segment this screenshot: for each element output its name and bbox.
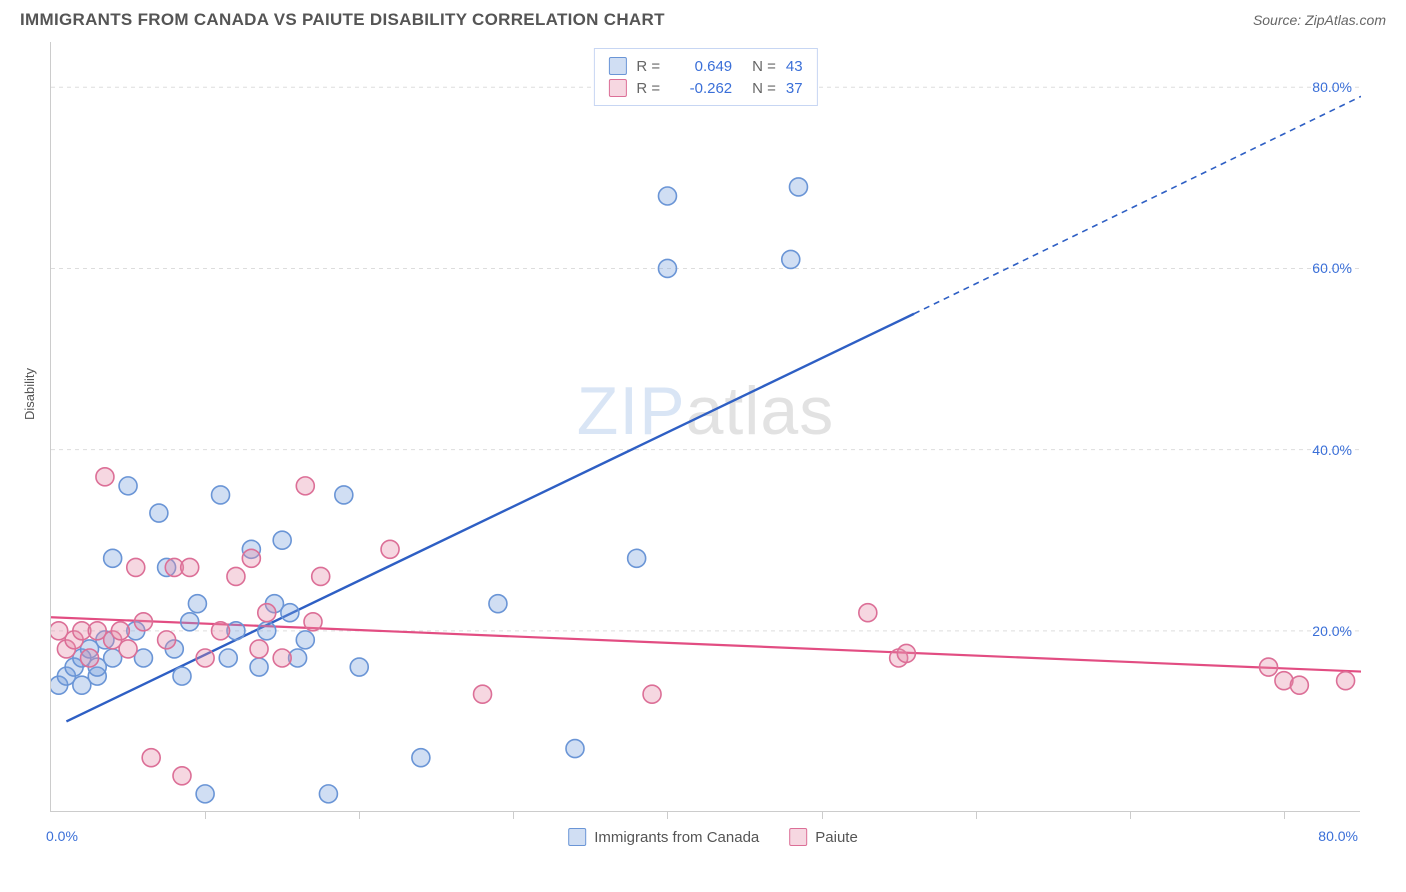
data-point-paiute: [134, 613, 152, 631]
data-point-canada: [566, 740, 584, 758]
data-point-paiute: [1260, 658, 1278, 676]
data-point-paiute: [111, 622, 129, 640]
data-point-canada: [104, 549, 122, 567]
trendline-canada: [66, 314, 914, 722]
source-attribution: Source: ZipAtlas.com: [1253, 12, 1386, 28]
data-point-paiute: [1290, 676, 1308, 694]
data-point-canada: [250, 658, 268, 676]
data-point-canada: [335, 486, 353, 504]
data-point-paiute: [897, 644, 915, 662]
data-point-paiute: [643, 685, 661, 703]
data-point-paiute: [173, 767, 191, 785]
legend-swatch-canada-bottom: [568, 828, 586, 846]
data-point-paiute: [96, 468, 114, 486]
data-point-paiute: [273, 649, 291, 667]
data-point-canada: [119, 477, 137, 495]
y-tick-label: 20.0%: [1312, 623, 1352, 639]
data-point-paiute: [212, 622, 230, 640]
data-point-canada: [219, 649, 237, 667]
scatter-svg: [51, 42, 1361, 812]
x-tick: [359, 811, 360, 819]
data-point-canada: [658, 259, 676, 277]
data-point-paiute: [312, 567, 330, 585]
legend-r-label-2: R =: [636, 80, 660, 97]
correlation-legend-box: R = 0.649 N = 43 R = -0.262 N = 37: [593, 48, 817, 106]
data-point-paiute: [250, 640, 268, 658]
data-point-paiute: [242, 549, 260, 567]
data-point-paiute: [381, 540, 399, 558]
data-point-paiute: [227, 567, 245, 585]
data-point-canada: [319, 785, 337, 803]
source-name: ZipAtlas.com: [1305, 12, 1386, 28]
data-point-paiute: [127, 558, 145, 576]
y-tick-label: 40.0%: [1312, 442, 1352, 458]
legend-swatch-paiute-bottom: [789, 828, 807, 846]
legend-row-paiute: R = -0.262 N = 37: [608, 77, 802, 99]
legend-row-canada: R = 0.649 N = 43: [608, 55, 802, 77]
trendline-ext-canada: [914, 96, 1361, 313]
y-tick-label: 80.0%: [1312, 79, 1352, 95]
data-point-paiute: [296, 477, 314, 495]
x-tick: [1284, 811, 1285, 819]
data-point-canada: [196, 785, 214, 803]
data-point-canada: [789, 178, 807, 196]
x-tick: [1130, 811, 1131, 819]
data-point-canada: [212, 486, 230, 504]
data-point-canada: [258, 622, 276, 640]
legend-n-label: N =: [752, 58, 776, 75]
data-point-canada: [412, 749, 430, 767]
x-tick: [205, 811, 206, 819]
data-point-canada: [350, 658, 368, 676]
data-point-canada: [782, 250, 800, 268]
data-point-paiute: [142, 749, 160, 767]
canada-r-value: 0.649: [670, 58, 732, 75]
legend-r-label: R =: [636, 58, 660, 75]
data-point-canada: [188, 595, 206, 613]
paiute-n-value: 37: [786, 80, 803, 97]
legend-item-paiute: Paiute: [789, 828, 858, 846]
data-point-canada: [273, 531, 291, 549]
legend-label-paiute: Paiute: [815, 829, 858, 846]
x-tick: [976, 811, 977, 819]
data-point-canada: [489, 595, 507, 613]
data-point-paiute: [474, 685, 492, 703]
legend-swatch-paiute: [608, 79, 626, 97]
data-point-canada: [150, 504, 168, 522]
data-point-paiute: [258, 604, 276, 622]
x-axis-min-label: 0.0%: [46, 828, 78, 844]
data-point-paiute: [196, 649, 214, 667]
x-tick: [513, 811, 514, 819]
y-axis-label: Disability: [22, 368, 37, 420]
x-tick: [822, 811, 823, 819]
data-point-canada: [181, 613, 199, 631]
data-point-canada: [658, 187, 676, 205]
series-legend: Immigrants from Canada Paiute: [568, 828, 858, 846]
data-point-paiute: [1337, 672, 1355, 690]
data-point-canada: [628, 549, 646, 567]
paiute-r-value: -0.262: [670, 80, 732, 97]
data-point-paiute: [304, 613, 322, 631]
data-point-canada: [173, 667, 191, 685]
data-point-canada: [281, 604, 299, 622]
data-point-paiute: [181, 558, 199, 576]
canada-n-value: 43: [786, 58, 803, 75]
legend-item-canada: Immigrants from Canada: [568, 828, 759, 846]
data-point-canada: [296, 631, 314, 649]
y-tick-label: 60.0%: [1312, 260, 1352, 276]
legend-swatch-canada: [608, 57, 626, 75]
source-prefix: Source:: [1253, 12, 1305, 28]
data-point-paiute: [119, 640, 137, 658]
data-point-paiute: [859, 604, 877, 622]
legend-label-canada: Immigrants from Canada: [594, 829, 759, 846]
trendline-paiute: [51, 617, 1361, 671]
plot-area: ZIPatlas R = 0.649 N = 43 R = -0.262 N =…: [50, 42, 1360, 812]
data-point-paiute: [158, 631, 176, 649]
data-point-paiute: [81, 649, 99, 667]
legend-n-label-2: N =: [752, 80, 776, 97]
x-axis-max-label: 80.0%: [1318, 828, 1358, 844]
chart-title: IMMIGRANTS FROM CANADA VS PAIUTE DISABIL…: [20, 10, 665, 30]
x-tick: [667, 811, 668, 819]
